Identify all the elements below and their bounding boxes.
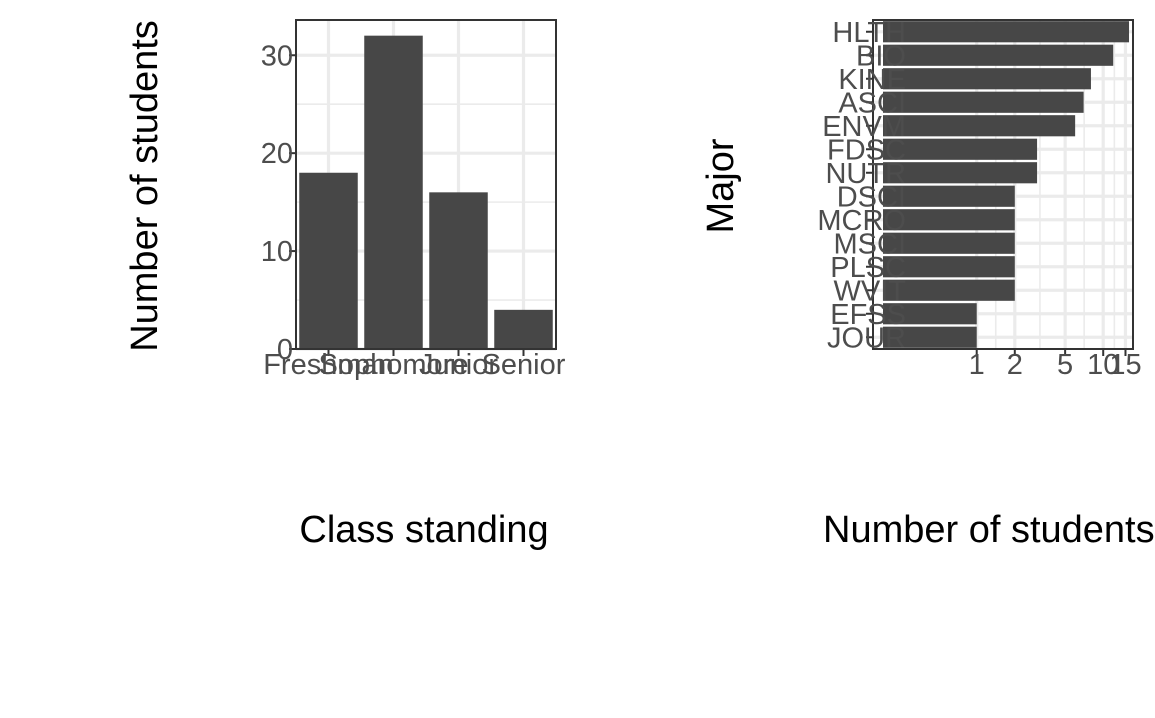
major-panel: HLTHBIOKINEASCIENVMFDSCNUTRDSCIMCROMSCIP…	[700, 17, 1155, 551]
panel-border	[295, 19, 557, 350]
bar	[883, 279, 1015, 301]
y-tick-label: KINE	[838, 64, 906, 96]
x-tick-label: Sophomore	[319, 349, 469, 381]
x-tick-label: 5	[1057, 349, 1073, 381]
y-tick-label: MSCI	[834, 228, 907, 260]
panel-border	[872, 19, 1134, 350]
bar	[494, 309, 553, 349]
bar	[429, 192, 488, 349]
bar	[883, 232, 1015, 254]
x-tick-label: Junior	[419, 349, 498, 381]
y-tick-label: WVIT	[834, 275, 907, 307]
bar	[883, 185, 1015, 207]
y-tick-label: DSCI	[837, 181, 906, 213]
x-tick-label: Senior	[482, 349, 566, 381]
bar	[299, 172, 358, 349]
y-tick-label: EFSS	[830, 299, 906, 331]
y-tick-label: HLTH	[832, 17, 906, 49]
x-tick-label: 10	[1087, 349, 1119, 381]
y-tick-label: JOUR	[827, 322, 906, 354]
x-tick-label: Freshman	[263, 349, 394, 381]
y-tick-label: MCRO	[817, 205, 906, 237]
bar	[883, 138, 1038, 160]
bar	[883, 21, 1130, 43]
y-tick-label: ASCI	[838, 87, 906, 119]
y-tick-label: NUTR	[825, 158, 906, 190]
y-tick-label: FDSC	[827, 134, 906, 166]
bar	[883, 209, 1015, 231]
x-tick-label: 15	[1109, 349, 1141, 381]
y-tick-label: 30	[261, 40, 293, 72]
bar	[883, 326, 977, 348]
x-axis-title: Class standing	[299, 509, 548, 551]
x-axis-title: Number of students	[823, 509, 1155, 551]
y-tick-label: PLSC	[830, 252, 906, 284]
y-tick-label: 0	[277, 334, 293, 366]
y-tick-label: 20	[261, 138, 293, 170]
y-tick-label: 10	[261, 236, 293, 268]
bar	[883, 256, 1015, 278]
bar	[883, 162, 1038, 184]
x-tick-label: 2	[1007, 349, 1023, 381]
bar	[364, 35, 423, 350]
y-tick-label: ENVM	[822, 111, 906, 143]
bar	[883, 68, 1091, 90]
bar	[883, 91, 1084, 113]
y-tick-label: BIO	[856, 40, 906, 72]
x-tick-label: 1	[969, 349, 985, 381]
bar	[883, 303, 977, 325]
bar	[883, 44, 1114, 66]
y-axis-title: Major	[700, 138, 742, 233]
bar	[883, 115, 1076, 137]
y-axis-title: Number of students	[124, 20, 166, 352]
